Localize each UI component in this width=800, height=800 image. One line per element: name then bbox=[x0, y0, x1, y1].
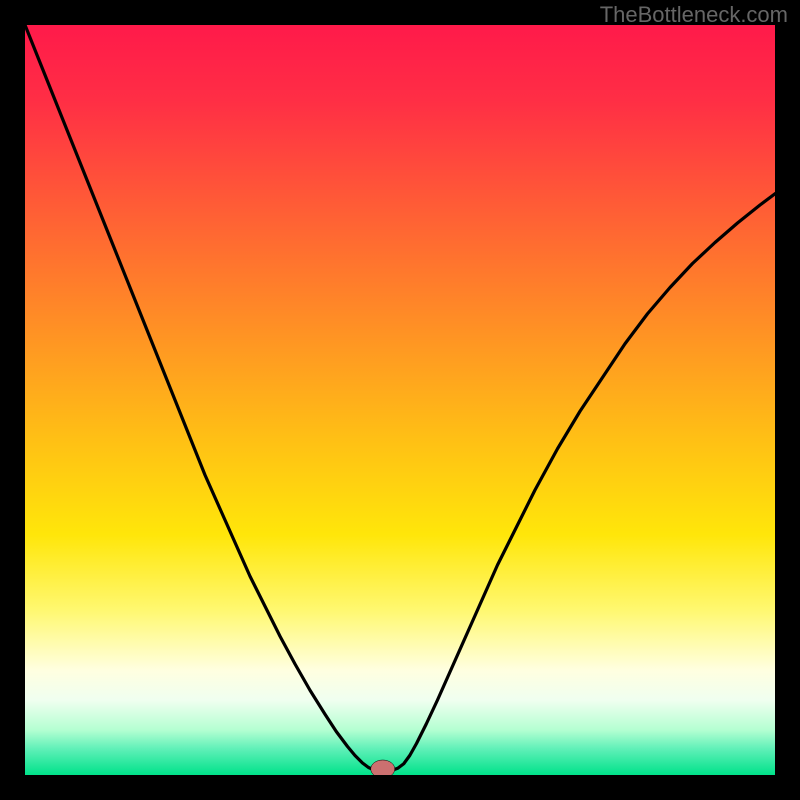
curve-layer bbox=[25, 25, 775, 775]
minimum-marker bbox=[371, 760, 395, 775]
watermark-text: TheBottleneck.com bbox=[600, 2, 788, 28]
plot-area bbox=[25, 25, 775, 775]
chart-frame: TheBottleneck.com bbox=[0, 0, 800, 800]
bottleneck-curve bbox=[25, 25, 775, 771]
